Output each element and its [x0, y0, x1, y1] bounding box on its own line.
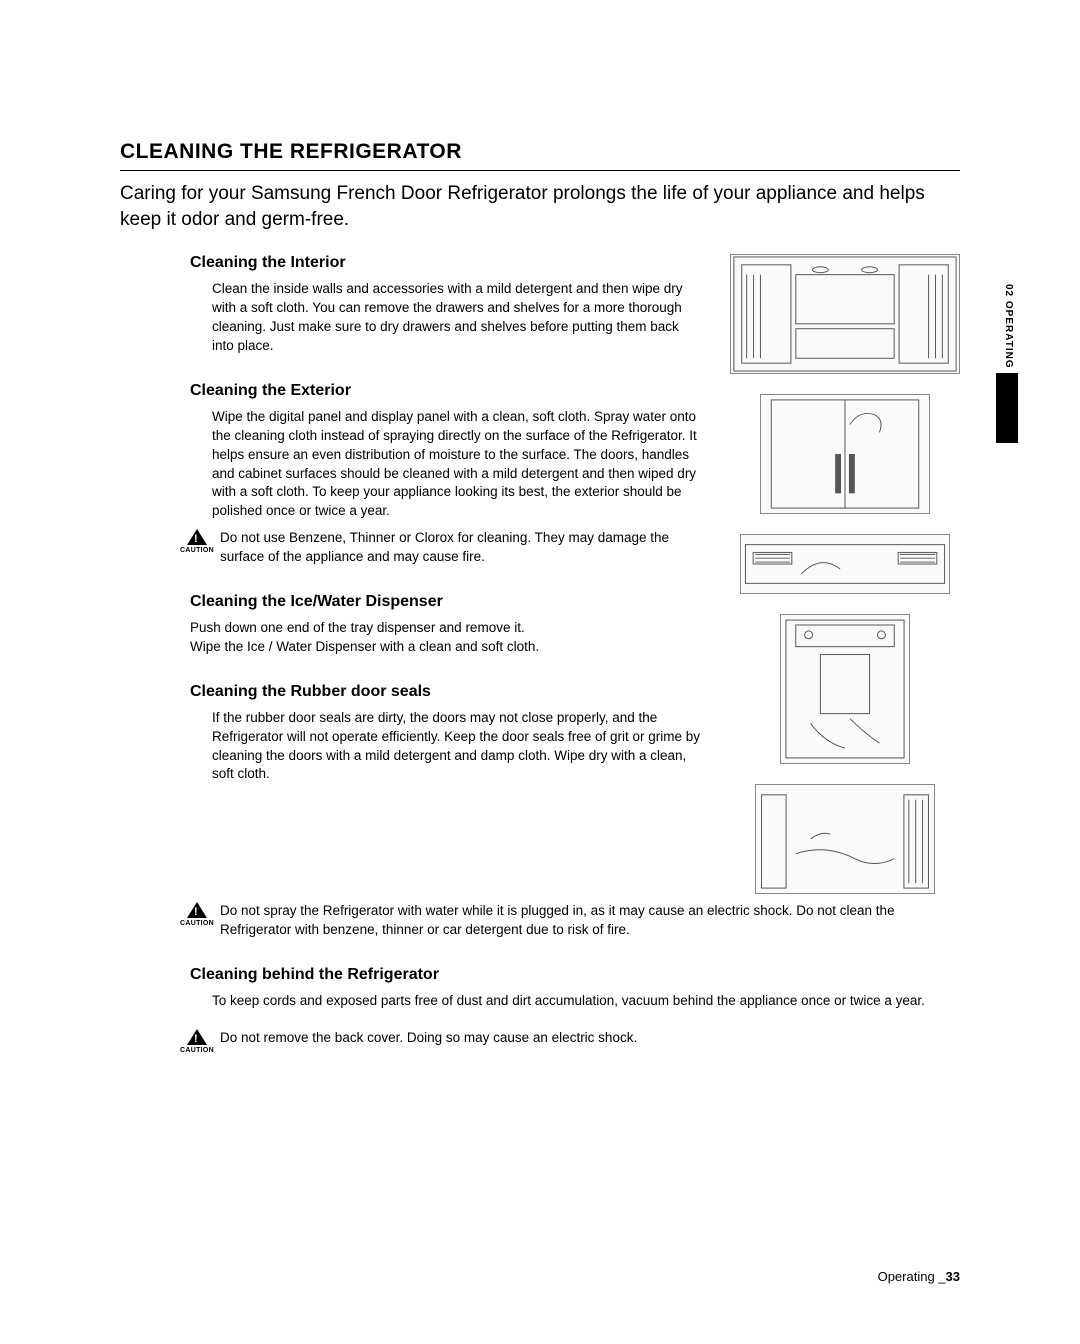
behind-body: To keep cords and exposed parts free of … [212, 992, 960, 1011]
exterior-title: Cleaning the Exterior [190, 382, 700, 400]
section-interior: Cleaning the Interior Clean the inside w… [190, 254, 700, 356]
fridge-interior-illustration [730, 254, 960, 374]
seals-caution: CAUTION Do not spray the Refrigerator wi… [180, 902, 960, 940]
door-seal-illustration [755, 784, 935, 894]
exterior-caution: CAUTION Do not use Benzene, Thinner or C… [180, 529, 700, 567]
seals-caution-text: Do not spray the Refrigerator with water… [220, 902, 960, 940]
dispenser-illustration [780, 614, 910, 764]
caution-icon: CAUTION [180, 1029, 214, 1056]
illustration-column [730, 254, 960, 894]
caution-icon: CAUTION [180, 902, 214, 929]
footer-page-number: 33 [946, 1269, 960, 1284]
exterior-body: Wipe the digital panel and display panel… [212, 408, 700, 521]
caution-label: CAUTION [180, 1046, 214, 1056]
seals-title: Cleaning the Rubber door seals [190, 683, 700, 701]
caution-label: CAUTION [180, 546, 214, 556]
control-panel-illustration [740, 534, 950, 594]
caution-icon: CAUTION [180, 529, 214, 556]
section-dispenser: Cleaning the Ice/Water Dispenser Push do… [190, 593, 700, 657]
caution-label: CAUTION [180, 919, 214, 929]
footer-label: Operating _ [878, 1269, 946, 1284]
text-column: Cleaning the Interior Clean the inside w… [120, 254, 700, 894]
page-footer: Operating _33 [878, 1269, 960, 1284]
dispenser-body: Push down one end of the tray dispenser … [190, 619, 700, 657]
section-seals: Cleaning the Rubber door seals If the ru… [190, 683, 700, 785]
behind-caution: CAUTION Do not remove the back cover. Do… [180, 1029, 960, 1056]
page-container: CLEANING THE REFRIGERATOR Caring for you… [0, 0, 1080, 1142]
warning-triangle-icon [187, 1029, 207, 1045]
behind-caution-text: Do not remove the back cover. Doing so m… [220, 1029, 637, 1048]
seals-body: If the rubber door seals are dirty, the … [212, 709, 700, 785]
warning-triangle-icon [187, 529, 207, 545]
behind-title: Cleaning behind the Refrigerator [190, 966, 960, 984]
fridge-exterior-illustration [760, 394, 930, 514]
main-heading: CLEANING THE REFRIGERATOR [120, 140, 960, 171]
exterior-caution-text: Do not use Benzene, Thinner or Clorox fo… [220, 529, 700, 567]
side-tab: 02 OPERATING [996, 280, 1018, 480]
section-exterior: Cleaning the Exterior Wipe the digital p… [190, 382, 700, 567]
intro-text: Caring for your Samsung French Door Refr… [120, 181, 960, 232]
dispenser-title: Cleaning the Ice/Water Dispenser [190, 593, 700, 611]
content-row: Cleaning the Interior Clean the inside w… [120, 254, 960, 894]
interior-title: Cleaning the Interior [190, 254, 700, 272]
interior-body: Clean the inside walls and accessories w… [212, 280, 700, 356]
side-tab-marker [996, 373, 1018, 443]
side-tab-label: 02 OPERATING [996, 280, 1018, 373]
warning-triangle-icon [187, 902, 207, 918]
section-behind: Cleaning behind the Refrigerator To keep… [190, 966, 960, 1056]
